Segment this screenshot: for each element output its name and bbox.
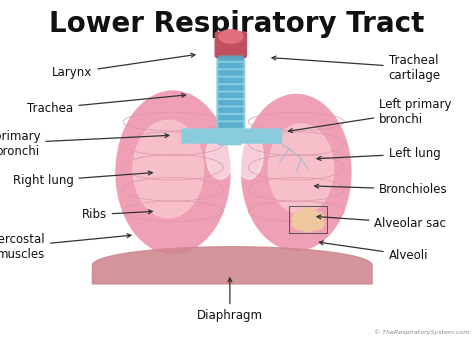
- Text: Right primary
bronchi: Right primary bronchi: [0, 130, 169, 158]
- FancyBboxPatch shape: [238, 129, 282, 143]
- FancyBboxPatch shape: [219, 56, 243, 60]
- Text: Left primary
bronchi: Left primary bronchi: [289, 98, 452, 132]
- FancyBboxPatch shape: [218, 127, 241, 145]
- Ellipse shape: [235, 132, 263, 179]
- Circle shape: [307, 218, 324, 230]
- Text: Right lung: Right lung: [13, 171, 152, 187]
- Ellipse shape: [219, 30, 243, 43]
- Text: Diaphragm: Diaphragm: [197, 278, 263, 322]
- Text: Alveolar sac: Alveolar sac: [317, 215, 447, 230]
- Text: Lower Respiratory Tract: Lower Respiratory Tract: [49, 10, 425, 38]
- FancyBboxPatch shape: [219, 93, 243, 97]
- Ellipse shape: [268, 124, 334, 214]
- FancyBboxPatch shape: [219, 108, 243, 112]
- FancyBboxPatch shape: [219, 86, 243, 90]
- Text: Left lung: Left lung: [317, 147, 440, 161]
- Text: Alveoli: Alveoli: [319, 241, 428, 262]
- Ellipse shape: [206, 132, 235, 179]
- FancyBboxPatch shape: [219, 64, 243, 68]
- FancyBboxPatch shape: [219, 78, 243, 82]
- Circle shape: [292, 212, 309, 224]
- Circle shape: [300, 208, 317, 220]
- FancyBboxPatch shape: [217, 52, 245, 132]
- FancyBboxPatch shape: [219, 71, 243, 75]
- Polygon shape: [92, 247, 372, 284]
- Text: © TheRespiratorySystem.com: © TheRespiratorySystem.com: [374, 329, 469, 335]
- Ellipse shape: [133, 120, 203, 218]
- Circle shape: [307, 212, 324, 224]
- Text: Trachea: Trachea: [27, 94, 185, 115]
- Circle shape: [300, 220, 317, 232]
- Ellipse shape: [116, 91, 230, 254]
- FancyBboxPatch shape: [219, 101, 243, 105]
- Text: Tracheal
cartilage: Tracheal cartilage: [272, 54, 441, 81]
- Circle shape: [292, 218, 309, 230]
- FancyBboxPatch shape: [219, 123, 243, 127]
- FancyBboxPatch shape: [215, 32, 246, 57]
- Text: Larynx: Larynx: [52, 53, 195, 79]
- FancyBboxPatch shape: [219, 116, 243, 120]
- Text: Bronchioles: Bronchioles: [315, 183, 448, 196]
- Text: Ribs: Ribs: [82, 208, 152, 221]
- Text: Intercostal
muscles: Intercostal muscles: [0, 233, 131, 261]
- Ellipse shape: [242, 95, 351, 250]
- FancyBboxPatch shape: [182, 129, 225, 143]
